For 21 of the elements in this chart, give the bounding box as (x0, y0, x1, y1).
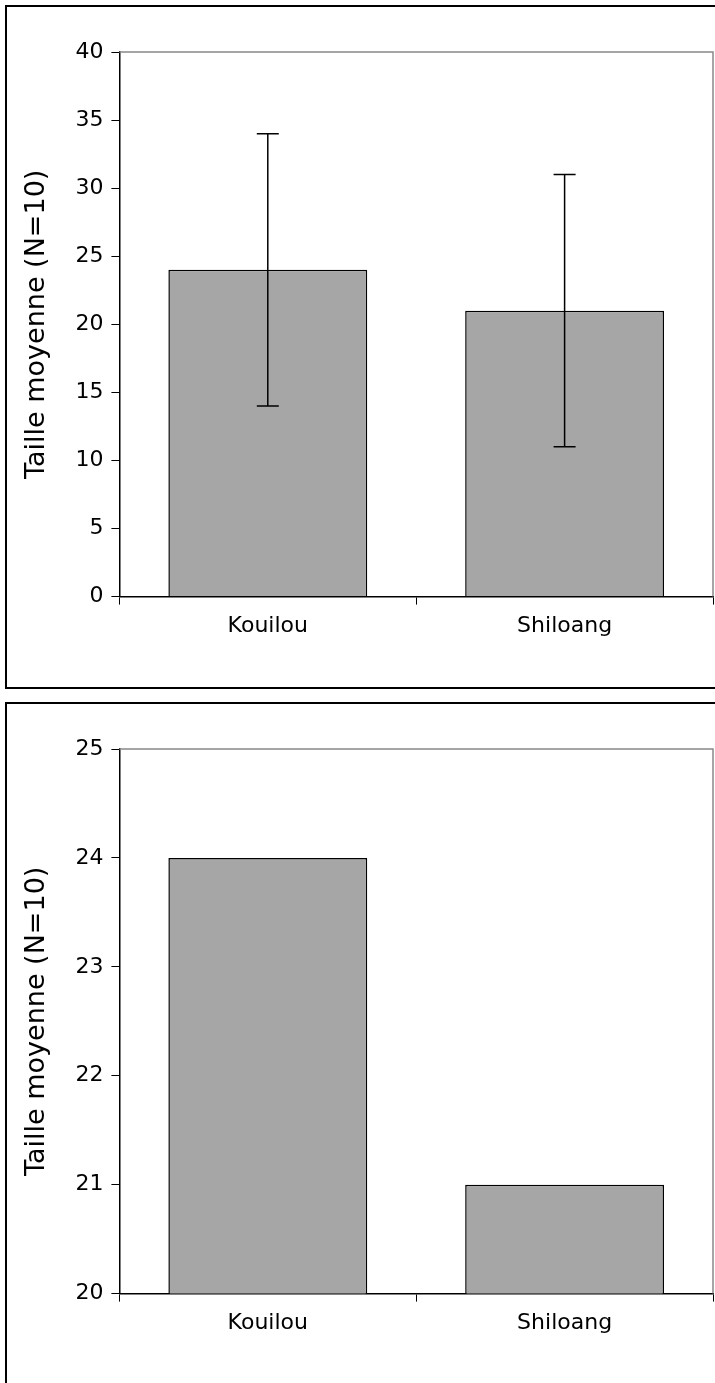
y-tick-label: 10 (75, 446, 104, 472)
y-tick-label: 30 (75, 173, 104, 199)
y-tick-label: 20 (75, 1279, 104, 1305)
y-tick-label: 5 (89, 514, 104, 540)
y-tick-label: 40 (75, 37, 104, 63)
y-tick-label: 35 (75, 105, 104, 131)
x-tick-label: Kouilou (227, 611, 308, 637)
y-axis-title: Taille moyenne (N=10) (19, 866, 51, 1177)
y-tick-label: 24 (75, 843, 104, 869)
y-tick-label: 25 (75, 734, 104, 760)
y-tick-label: 0 (89, 582, 104, 608)
x-tick-label: Shiloang (517, 611, 613, 637)
y-tick-label: 25 (75, 241, 104, 267)
y-tick-label: 20 (75, 310, 104, 336)
x-tick-label: Shiloang (517, 1308, 613, 1334)
y-tick-label: 21 (75, 1170, 104, 1196)
x-tick-label: Kouilou (227, 1308, 308, 1334)
y-tick-label: 15 (75, 378, 104, 404)
y-axis-title: Taille moyenne (N=10) (19, 169, 51, 480)
y-tick-label: 23 (75, 952, 104, 978)
y-tick-label: 22 (75, 1061, 104, 1087)
